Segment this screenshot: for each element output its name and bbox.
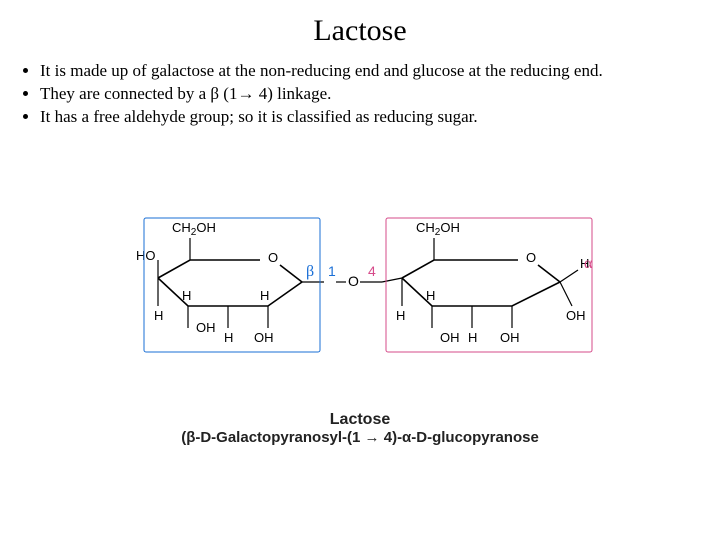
linkage-4: 4 [368,263,376,279]
caption-name: Lactose [100,411,620,429]
slide: Lactose It is made up of galactose at th… [0,0,720,540]
bullet-item: It is made up of galactose at the non-re… [40,60,706,83]
linkage-1: 1 [328,263,336,279]
structure-diagram: O CH2OH HO H OH H [100,210,620,446]
caption-iupac: (β-D-Galactopyranosyl-(1 → 4)-α-D-glucop… [100,429,620,446]
label-oh: OH [254,330,274,345]
label-h: H [154,308,163,323]
label-h: H [426,288,435,303]
slide-title: Lactose [14,14,706,48]
ch2oh-left: CH2OH [172,220,216,238]
ring-oxygen-right: O [526,250,536,265]
bullet-item: They are connected by a β (1→ 4) linkage… [40,83,706,106]
ring-oxygen-left: O [268,250,278,265]
label-h: H [396,308,405,323]
label-h: H [260,288,269,303]
alpha-label: α [584,255,593,272]
diagram-caption: Lactose (β-D-Galactopyranosyl-(1 → 4)-α-… [100,411,620,446]
beta-label: β [306,263,314,280]
label-h: H [224,330,233,345]
bullet-list: It is made up of galactose at the non-re… [20,60,706,129]
lactose-structure-svg: O CH2OH HO H OH H [100,210,620,400]
label-oh: OH [196,320,216,335]
label-oh: OH [440,330,460,345]
label-oh: OH [500,330,520,345]
ch2oh-right: CH2OH [416,220,460,238]
bullet-item: It has a free aldehyde group; so it is c… [40,106,706,129]
label-h: H [468,330,477,345]
label-oh: OH [566,308,586,323]
linkage-O: O [348,273,359,289]
label-h: H [182,288,191,303]
label-ho: HO [136,248,156,263]
